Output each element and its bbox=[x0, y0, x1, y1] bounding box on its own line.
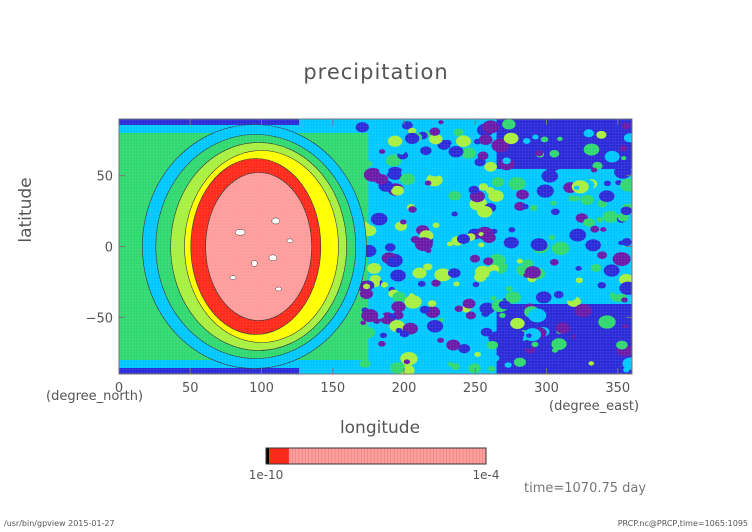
colorbar-max-label: 1e-4 bbox=[473, 468, 500, 482]
colorbar-frame bbox=[265, 447, 487, 465]
footer-program-date: /usr/bin/gpview 2015-01-27 bbox=[4, 519, 115, 528]
x-tick-label: 100 bbox=[249, 381, 274, 396]
y-axis-label: latitude bbox=[16, 177, 36, 243]
axes: 0 50 100 150 200 250 300 350 −50 0 50 bbox=[86, 118, 633, 396]
x-axis-label: longitude bbox=[339, 418, 421, 438]
plot-area bbox=[119, 119, 632, 374]
y-tick-label: 50 bbox=[96, 170, 113, 185]
x-tick-label: 350 bbox=[605, 381, 630, 396]
x-tick-label: 300 bbox=[534, 381, 559, 396]
colorbar-segment-black bbox=[266, 448, 269, 464]
grid-overlay bbox=[119, 119, 632, 374]
x-axis-units: (degree_east) bbox=[549, 399, 640, 414]
field-layers bbox=[119, 119, 632, 374]
x-tick-label: 50 bbox=[182, 381, 199, 396]
colorbar: 1e-10 1e-4 bbox=[249, 447, 500, 482]
chart-title: precipitation bbox=[303, 60, 449, 84]
footer-source: PRCP.nc@PRCP,time=1065:1095 bbox=[617, 519, 748, 528]
x-tick-label: 250 bbox=[463, 381, 488, 396]
y-tick-label: −50 bbox=[86, 311, 113, 326]
x-tick-label: 200 bbox=[392, 381, 417, 396]
x-tick-label: 0 bbox=[115, 381, 123, 396]
y-axis-units: (degree_north) bbox=[46, 389, 144, 404]
time-label: time=1070.75 day bbox=[524, 481, 647, 496]
x-tick-label: 150 bbox=[320, 381, 345, 396]
colorbar-segment-red bbox=[269, 448, 289, 464]
y-tick-label: 0 bbox=[105, 241, 113, 256]
colorbar-min-label: 1e-10 bbox=[249, 468, 284, 482]
